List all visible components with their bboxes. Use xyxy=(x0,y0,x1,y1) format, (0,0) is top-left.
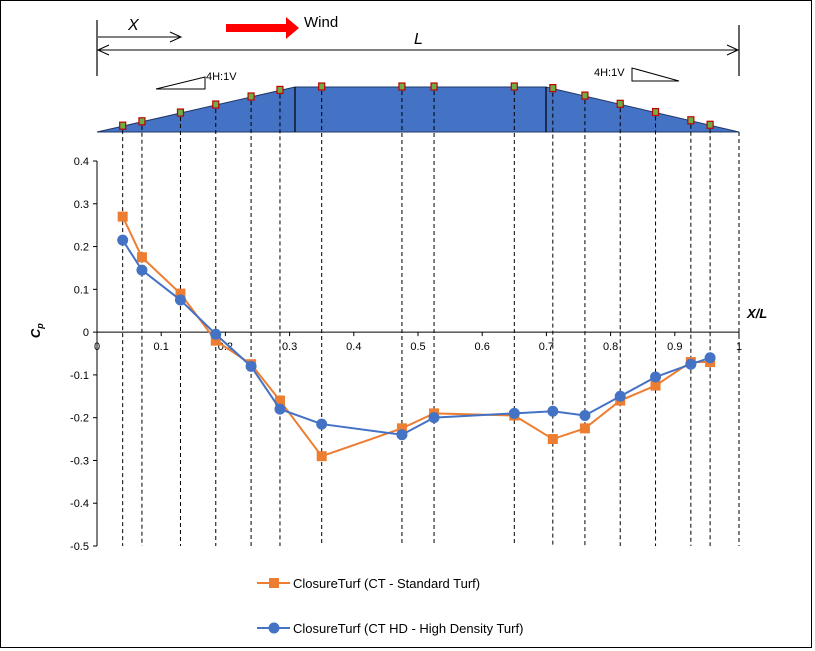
wind-label: Wind xyxy=(304,14,338,31)
x-dimension-label: X xyxy=(127,17,140,34)
pressure-tap-marker xyxy=(510,82,518,91)
l-dimension-arrowhead-right xyxy=(726,44,740,56)
pressure-tap-marker xyxy=(318,82,326,91)
pressure-tap-marker xyxy=(581,91,589,100)
data-point-circle xyxy=(508,407,520,419)
x-axis-label: X/L xyxy=(746,306,767,321)
y-tick-label: -0.1 xyxy=(70,370,89,382)
pressure-tap-marker xyxy=(276,85,284,95)
series-line xyxy=(121,239,711,436)
data-point-square xyxy=(316,451,327,462)
data-point-circle xyxy=(396,429,408,441)
legend-item: ClosureTurf (CT - Standard Turf) xyxy=(257,576,480,591)
data-point-square xyxy=(117,211,128,222)
pressure-tap-marker xyxy=(651,107,660,117)
tap-guide-lines xyxy=(122,91,740,546)
plot-area: 0.4 0.3 0.2 0.1 0 -0.1 -0.2 -0.3 -0.4 -0.5 0 0.1 0.… xyxy=(28,91,767,553)
data-point-square xyxy=(547,434,558,445)
x-axis-ticks: 00.10.20.30.40.50.60.70.80.91 xyxy=(94,332,742,353)
embankment-diagram: X L Wind 4H:1V 4H:1V xyxy=(96,14,740,133)
data-point-circle xyxy=(547,405,559,417)
pressure-tap-marker xyxy=(706,120,714,129)
x-tick-label: 0.1 xyxy=(154,341,169,353)
data-point-circle xyxy=(174,294,186,306)
y-tick-label: 0.2 xyxy=(74,242,89,254)
data-point-circle xyxy=(704,352,716,364)
legend: ClosureTurf (CT - Standard Turf) ClosureT… xyxy=(257,576,523,636)
x-tick-label: 0.3 xyxy=(282,341,297,353)
data-point-circle xyxy=(136,264,148,276)
pressure-tap-marker xyxy=(176,108,185,117)
y-tick-label: -0.5 xyxy=(70,541,89,553)
y-tick-label: -0.2 xyxy=(70,413,89,425)
data-point-circle xyxy=(685,358,697,370)
x-dimension-arrowhead xyxy=(169,31,183,43)
data-point-circle xyxy=(579,410,591,422)
data-point-circle xyxy=(274,403,286,415)
legend-marker-square xyxy=(269,578,279,588)
legend-label: ClosureTurf (CT - Standard Turf) xyxy=(293,576,480,591)
pressure-taps xyxy=(119,82,714,130)
y-tick-label: 0.3 xyxy=(74,199,89,211)
pressure-tap-marker xyxy=(138,117,146,126)
pressure-tap-marker xyxy=(212,100,220,109)
data-point-circle xyxy=(316,418,328,430)
y-axis-label-main: C xyxy=(28,328,43,338)
embankment-section xyxy=(96,86,740,133)
pressure-tap-marker xyxy=(398,82,406,91)
y-tick-label: 0.4 xyxy=(74,156,89,168)
data-point-circle xyxy=(210,328,222,340)
y-axis-label: Cp xyxy=(28,323,45,338)
pressure-tap-marker xyxy=(549,83,557,93)
data-point-square xyxy=(396,423,407,434)
data-point-circle xyxy=(245,360,257,372)
data-point-circle xyxy=(117,234,129,246)
y-tick-label: 0 xyxy=(83,327,89,339)
x-tick-label: 0.8 xyxy=(603,341,618,353)
l-dimension-arrowhead-left xyxy=(96,44,110,56)
legend-marker-circle xyxy=(268,622,280,634)
l-dimension-label: L xyxy=(414,31,423,48)
data-point-square xyxy=(210,335,221,346)
legend-item: ClosureTurf (CT HD - High Density Turf) xyxy=(257,621,523,636)
legend-label: ClosureTurf (CT HD - High Density Turf) xyxy=(293,621,523,636)
x-tick-label: 0.5 xyxy=(410,341,425,353)
x-tick-label: 1 xyxy=(736,341,742,353)
data-point-circle xyxy=(428,412,440,424)
x-tick-label: 0.9 xyxy=(667,341,682,353)
data-point-square xyxy=(579,423,590,434)
x-tick-label: 0.7 xyxy=(539,341,554,353)
y-tick-label: -0.3 xyxy=(70,455,89,467)
data-point-square xyxy=(274,395,285,406)
data-point-square xyxy=(175,288,186,299)
data-point-circle xyxy=(650,371,662,383)
x-tick-label: 0.4 xyxy=(346,341,361,353)
series-1 xyxy=(117,211,716,462)
series-2 xyxy=(117,234,716,441)
pressure-tap-marker xyxy=(616,99,624,108)
y-tick-label: 0.1 xyxy=(74,284,89,296)
pressure-tap-marker xyxy=(119,121,127,130)
slope-indicator-right xyxy=(631,67,680,82)
wind-arrow-shaft xyxy=(226,24,288,32)
wind-arrow-head xyxy=(286,17,299,39)
slope-indicator-left xyxy=(155,76,206,90)
data-series xyxy=(117,211,716,462)
x-tick-label: 0.6 xyxy=(475,341,490,353)
pressure-tap-marker xyxy=(687,116,695,125)
y-axis-ticks: 0.4 0.3 0.2 0.1 0 -0.1 -0.2 -0.3 -0.4 -0.5 xyxy=(70,156,97,553)
data-point-square xyxy=(136,252,147,263)
pressure-tap-marker xyxy=(430,82,438,91)
pressure-tap-marker xyxy=(247,92,255,101)
slope-label-left: 4H:1V xyxy=(206,71,237,83)
data-point-circle xyxy=(614,390,626,402)
slope-label-right: 4H:1V xyxy=(594,67,625,79)
y-axis-label-sub: p xyxy=(35,323,45,330)
y-tick-label: -0.4 xyxy=(70,498,89,510)
data-point-square xyxy=(650,380,661,391)
